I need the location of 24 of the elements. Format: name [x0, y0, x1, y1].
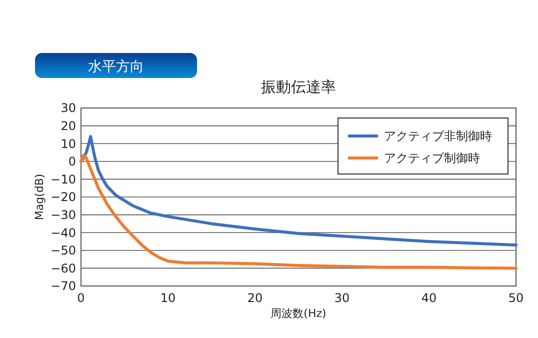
y-axis-title: Mag(dB) — [33, 174, 46, 220]
chart-title: 振動伝達率 — [261, 78, 336, 96]
chart-subtitle: 水平方向 — [88, 59, 144, 75]
x-tick-label: 20 — [247, 291, 263, 305]
x-tick-label: 0 — [77, 291, 85, 305]
legend-label: アクティブ制御時 — [384, 151, 480, 166]
y-tick-label: 0 — [68, 154, 76, 169]
x-tick-label: 50 — [508, 291, 524, 305]
x-tick-label: 40 — [421, 291, 437, 305]
y-tick-label: −50 — [50, 244, 76, 258]
x-axis-title: 周波数(Hz) — [270, 307, 326, 320]
y-tick-label: −10 — [50, 172, 76, 186]
y-tick-label: 10 — [60, 136, 76, 151]
legend-label: アクティブ非制御時 — [384, 129, 492, 144]
y-tick-label: −20 — [50, 190, 76, 204]
y-tick-label: −60 — [50, 261, 76, 276]
x-tick-label: 10 — [160, 291, 176, 305]
y-tick-label: −30 — [50, 208, 76, 222]
y-tick-label: 20 — [60, 119, 76, 133]
line-series — [80, 154, 518, 270]
x-tick-label: 30 — [334, 291, 350, 305]
y-tick-label: 30 — [60, 101, 76, 116]
y-tick-label: −70 — [50, 279, 76, 294]
y-tick-label: −40 — [50, 226, 76, 240]
